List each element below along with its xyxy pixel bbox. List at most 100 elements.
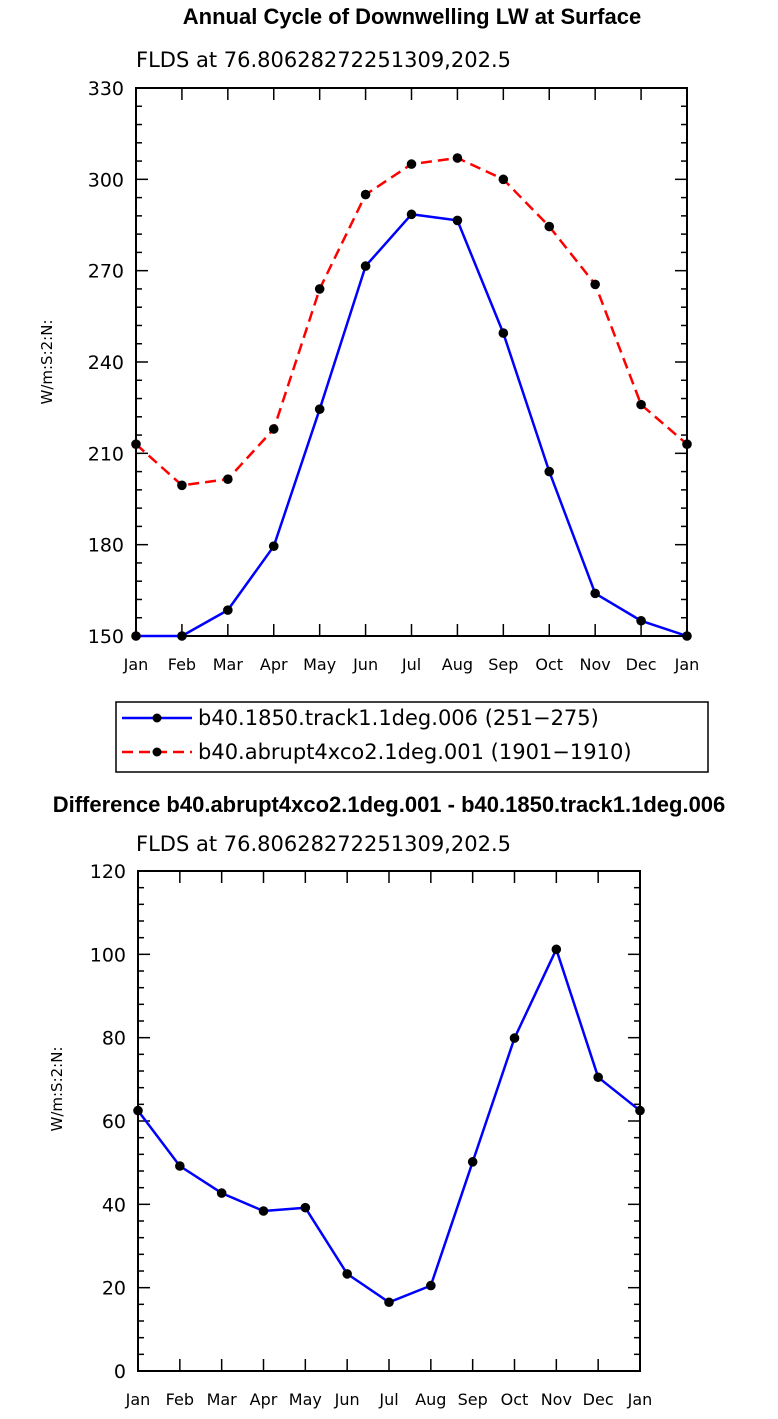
chart1-series-2-point xyxy=(406,159,417,169)
chart1-series-1-point xyxy=(682,631,692,641)
chart2-ytick-label: 0 xyxy=(114,1361,126,1383)
chart1-ytick-label: 150 xyxy=(88,626,124,648)
chart2-xtick-label: Jan xyxy=(125,1390,151,1409)
chart2-xtick-label: Jan xyxy=(627,1390,653,1409)
chart1-series-2-point xyxy=(314,284,325,294)
chart2-series-1-point xyxy=(258,1206,269,1216)
chart2-xtick-label: Feb xyxy=(166,1390,194,1409)
chart1-xtick-label: Nov xyxy=(580,655,611,674)
chart1-series-1-point xyxy=(131,631,141,641)
chart1-xtick-label: May xyxy=(303,655,336,674)
chart1-series-2-point xyxy=(682,439,692,450)
chart1-series-1-point xyxy=(268,541,279,551)
chart1-series-1-point xyxy=(636,615,646,626)
chart1-series-2-point xyxy=(268,424,279,434)
chart2-ytick-label: 20 xyxy=(102,1278,126,1300)
chart2-series-1-point xyxy=(426,1280,436,1291)
chart1-ytick-label: 270 xyxy=(88,261,124,283)
chart2-ytick-label: 120 xyxy=(90,861,126,883)
chart1-xtick-label: Feb xyxy=(168,655,196,674)
chart1-series-1-point xyxy=(406,209,417,220)
chart1-series-2-point xyxy=(636,399,646,410)
chart2-ytick-label: 60 xyxy=(102,1111,126,1133)
chart1-xtick-label: Jun xyxy=(352,655,378,674)
chart1-series-2-point xyxy=(131,439,141,450)
chart1-series-1-point xyxy=(498,328,509,338)
legend-box xyxy=(115,701,709,773)
chart1-series-2-point xyxy=(590,279,600,290)
chart1-series-1-point xyxy=(177,631,187,641)
chart2-series-1-point xyxy=(216,1188,227,1198)
chart1-xtick-label: Jan xyxy=(123,655,149,674)
chart2-frame xyxy=(137,870,641,1372)
chart2-series-1-point xyxy=(467,1157,478,1167)
chart1-xtick-label: Apr xyxy=(260,655,288,674)
chart2-series-1-point xyxy=(384,1297,394,1308)
chart1-xtick-label: Sep xyxy=(488,655,518,674)
chart2-ytick-label: 40 xyxy=(102,1194,126,1216)
chart2-series-1-point xyxy=(300,1202,311,1213)
chart2-xtick-label: Apr xyxy=(250,1390,278,1409)
chart1-series-1-line xyxy=(136,213,688,638)
chart1-series-1-point xyxy=(314,404,325,414)
chart1-series-2-point xyxy=(544,221,555,232)
chart1-title: Annual Cycle of Downwelling LW at Surfac… xyxy=(183,4,641,29)
chart1-xtick-label: Dec xyxy=(626,655,657,674)
chart2-xtick-label: Jul xyxy=(378,1390,398,1409)
chart2-xtick-label: May xyxy=(289,1390,322,1409)
chart1-series-2-point xyxy=(498,174,509,185)
legend-marker-series-1 xyxy=(152,713,162,723)
chart2-subtitle: FLDS at 76.80628272251309,202.5 xyxy=(136,832,511,856)
chart2-xtick-label: Dec xyxy=(583,1390,614,1409)
chart2-series-1-point xyxy=(551,944,562,955)
chart1-xtick-label: Jan xyxy=(674,655,700,674)
chart-annual-cycle: Annual Cycle of Downwelling LW at Surfac… xyxy=(38,4,709,773)
chart2-series-1-point xyxy=(175,1161,185,1171)
chart1-xtick-label: Oct xyxy=(535,655,563,674)
chart1-series-2-point xyxy=(360,189,371,200)
chart1-series-2-point xyxy=(177,480,187,491)
chart1-series-1-point xyxy=(223,605,233,615)
chart1-series-2-point xyxy=(223,474,233,485)
chart2-xtick-label: Jun xyxy=(334,1390,360,1409)
chart2-ytick-label: 80 xyxy=(102,1028,126,1050)
chart1-subtitle: FLDS at 76.80628272251309,202.5 xyxy=(136,48,511,72)
chart2-series-1-point xyxy=(342,1269,352,1279)
chart1-ytick-label: 240 xyxy=(88,352,124,374)
chart2-xtick-label: Oct xyxy=(501,1390,529,1409)
chart1-legend: b40.1850.track1.1deg.006 (251−275) b40.a… xyxy=(115,701,709,773)
legend-label-series-1: b40.1850.track1.1deg.006 (251−275) xyxy=(198,706,599,730)
chart2-ytick-label: 100 xyxy=(90,944,126,966)
chart1-series-1-point xyxy=(590,588,600,599)
chart1-xtick-label: Mar xyxy=(213,655,244,674)
chart2-ylabel: W/m:S:2:N: xyxy=(48,1047,66,1132)
chart1-ylabel: W/m:S:2:N: xyxy=(38,320,56,405)
chart1-frame xyxy=(135,87,688,637)
chart1-series-1-point xyxy=(544,466,555,477)
chart2-series-1-point xyxy=(593,1072,603,1083)
chart2-xtick-label: Sep xyxy=(458,1390,488,1409)
chart1-series-2-point xyxy=(452,153,463,163)
legend-marker-series-2 xyxy=(152,747,162,757)
chart2-series-1-point xyxy=(133,1105,143,1116)
chart2-xtick-label: Mar xyxy=(207,1390,238,1409)
chart2-series-1-line xyxy=(137,948,641,1304)
chart1-series-2-line xyxy=(135,156,688,487)
legend-label-series-2: b40.abrupt4xco2.1deg.001 (1901−1910) xyxy=(198,740,632,764)
chart-difference: Difference b40.abrupt4xco2.1deg.001 - b4… xyxy=(48,792,725,1409)
chart2-xtick-label: Aug xyxy=(415,1390,446,1409)
chart1-series-1-point xyxy=(452,215,463,226)
chart1-plot-area: 150 180 210 240 270 300 330 Jan Feb Mar Apr May Jun J… xyxy=(88,78,700,674)
chart1-ytick-label: 180 xyxy=(88,535,124,557)
chart1-ytick-label: 210 xyxy=(88,443,124,465)
chart1-ytick-label: 300 xyxy=(88,169,124,191)
chart2-xtick-label: Nov xyxy=(541,1390,572,1409)
chart1-ytick-label: 330 xyxy=(88,78,124,100)
chart2-plot-area: 0 20 40 60 80 100 120 Jan Feb Mar Apr May Jun Jul Aug S… xyxy=(90,861,653,1409)
chart1-xtick-label: Aug xyxy=(442,655,473,674)
chart1-xtick-label: Jul xyxy=(401,655,421,674)
chart2-series-1-point xyxy=(509,1033,520,1043)
chart2-series-1-point xyxy=(635,1105,645,1116)
chart1-series-1-point xyxy=(360,261,371,271)
